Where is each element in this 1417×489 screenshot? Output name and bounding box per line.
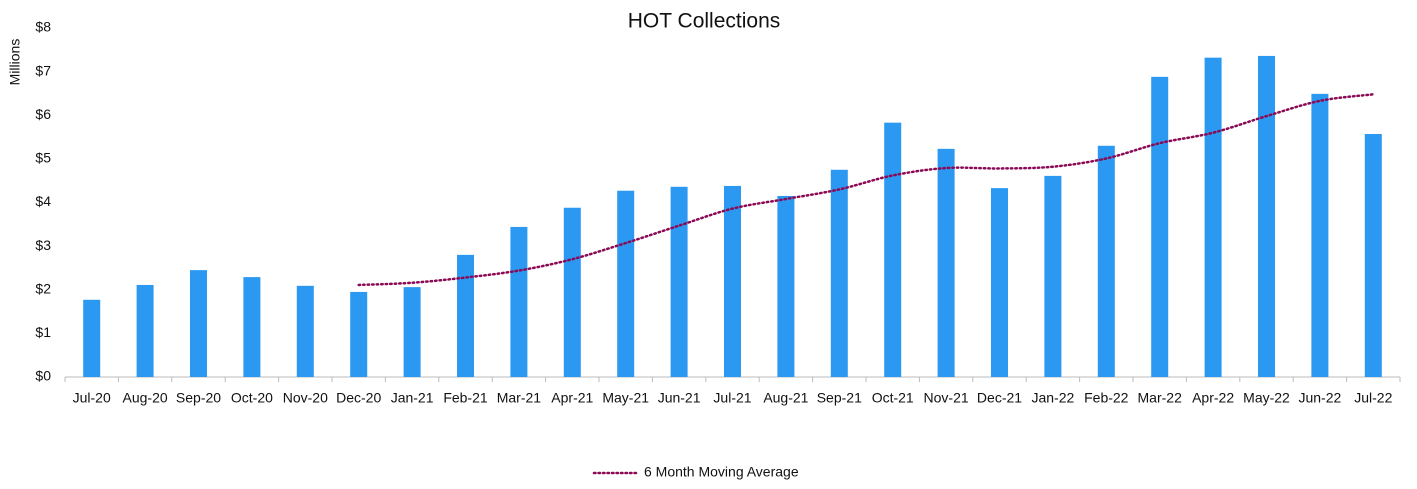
x-tick-label: Jul-20 bbox=[73, 390, 111, 406]
bar bbox=[1151, 76, 1169, 378]
bar bbox=[1204, 57, 1222, 377]
y-tick-label: $4 bbox=[35, 193, 51, 209]
bar bbox=[884, 122, 902, 377]
x-tick-label: Oct-21 bbox=[872, 390, 914, 406]
x-tick-label: Feb-21 bbox=[443, 390, 488, 406]
x-tick-label: Jun-21 bbox=[658, 390, 701, 406]
x-tick-label: Jul-21 bbox=[713, 390, 751, 406]
bar bbox=[457, 254, 474, 377]
y-tick-label: $3 bbox=[35, 237, 51, 253]
x-tick-label: Apr-21 bbox=[551, 390, 593, 406]
chart-title: HOT Collections bbox=[628, 10, 781, 33]
x-tick-label: Dec-20 bbox=[336, 390, 381, 406]
bar bbox=[190, 270, 207, 377]
bar bbox=[350, 291, 368, 377]
x-tick-label: Apr-22 bbox=[1192, 390, 1234, 406]
x-tick-label: Aug-20 bbox=[123, 390, 168, 406]
x-tick-label: Jan-21 bbox=[391, 390, 434, 406]
bar bbox=[563, 207, 581, 377]
y-tick-label: $0 bbox=[35, 368, 51, 384]
bar bbox=[670, 186, 688, 377]
x-tick-label: Nov-21 bbox=[924, 390, 969, 406]
x-tick-label: May-21 bbox=[602, 390, 649, 406]
x-tick-label: Jun-22 bbox=[1298, 390, 1341, 406]
x-tick-label: Mar-21 bbox=[497, 390, 542, 406]
x-tick-label: Dec-21 bbox=[977, 390, 1022, 406]
y-axis-title: Millions bbox=[7, 39, 23, 86]
y-tick-label: $1 bbox=[35, 324, 51, 340]
bar bbox=[1044, 175, 1062, 377]
y-tick-label: $2 bbox=[35, 280, 51, 296]
bar bbox=[83, 299, 101, 377]
bar bbox=[1258, 55, 1275, 378]
bar bbox=[403, 287, 421, 377]
x-tick-label: Oct-20 bbox=[231, 390, 273, 406]
x-tick-label: Sep-21 bbox=[817, 390, 862, 406]
bar bbox=[991, 188, 1008, 377]
x-tick-label: Jan-22 bbox=[1031, 390, 1074, 406]
y-tick-label: $8 bbox=[35, 19, 51, 35]
y-tick-label: $7 bbox=[35, 62, 51, 78]
legend-label: 6 Month Moving Average bbox=[644, 464, 799, 480]
bar bbox=[510, 226, 528, 377]
bar bbox=[724, 185, 741, 377]
moving-average-line bbox=[357, 93, 1375, 287]
bar bbox=[1097, 145, 1115, 377]
bar bbox=[243, 277, 261, 377]
x-tick-label: May-22 bbox=[1243, 390, 1290, 406]
bar bbox=[617, 190, 635, 377]
x-tick-label: Sep-20 bbox=[176, 390, 221, 406]
x-tick-label: Mar-22 bbox=[1138, 390, 1183, 406]
bar bbox=[937, 148, 955, 377]
bar bbox=[136, 284, 154, 377]
y-tick-label: $5 bbox=[35, 150, 51, 166]
bar bbox=[296, 285, 314, 377]
bar bbox=[1311, 93, 1329, 377]
x-tick-label: Jul-22 bbox=[1354, 390, 1392, 406]
bar bbox=[1364, 134, 1382, 377]
x-tick-label: Aug-21 bbox=[763, 390, 808, 406]
x-tick-label: Feb-22 bbox=[1084, 390, 1129, 406]
y-tick-label: $6 bbox=[35, 106, 51, 122]
bar bbox=[777, 195, 795, 377]
x-tick-label: Nov-20 bbox=[283, 390, 328, 406]
bar bbox=[830, 169, 848, 377]
